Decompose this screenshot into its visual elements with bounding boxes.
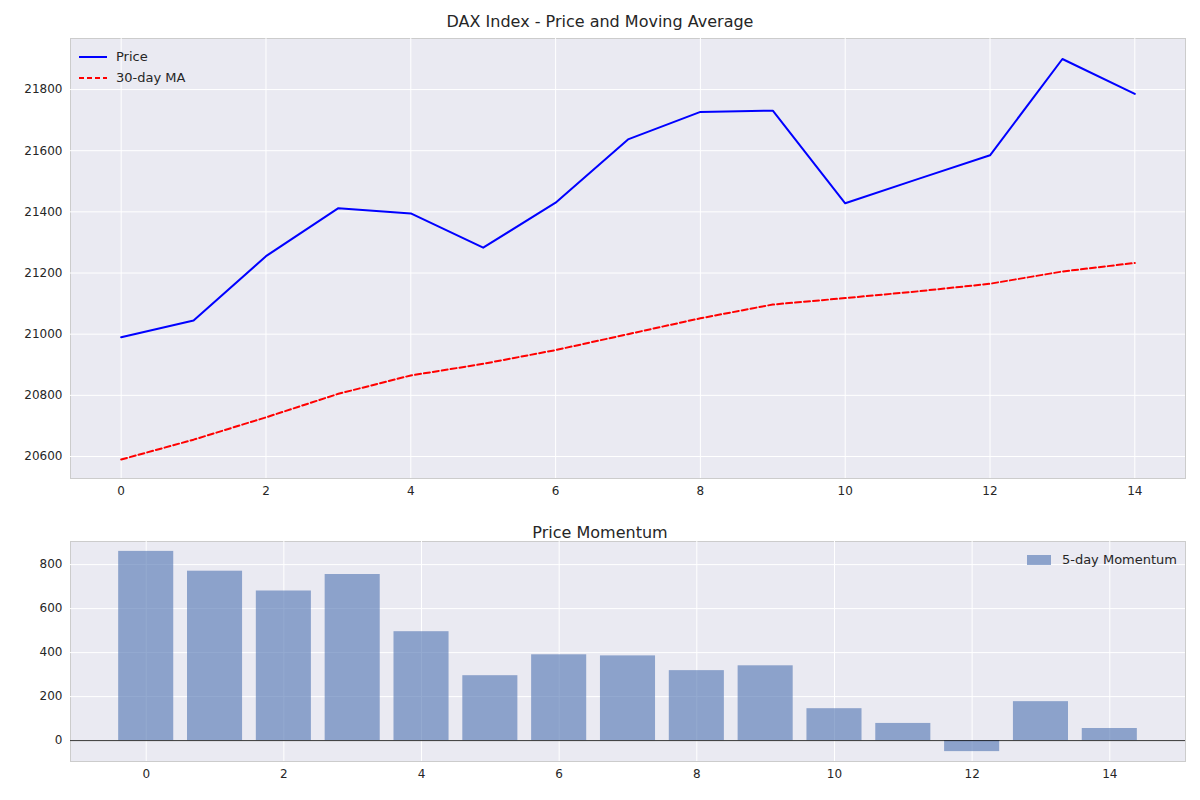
svg-text:14: 14 xyxy=(1127,484,1142,498)
svg-text:21200: 21200 xyxy=(24,266,62,280)
svg-text:4: 4 xyxy=(407,484,415,498)
svg-text:6: 6 xyxy=(552,484,560,498)
html-text:30-day MA: 30-day MA xyxy=(116,70,186,85)
svg-text:4: 4 xyxy=(418,767,426,781)
svg-text:0: 0 xyxy=(142,767,150,781)
svg-text:2: 2 xyxy=(280,767,288,781)
svg-text:20600: 20600 xyxy=(24,449,62,463)
svg-text:8: 8 xyxy=(693,767,701,781)
svg-text:400: 400 xyxy=(40,645,63,659)
svg-text:12: 12 xyxy=(982,484,997,498)
svg-text:2: 2 xyxy=(262,484,270,498)
html-text:Price Momentum: Price Momentum xyxy=(532,523,668,542)
html-text:DAX Index - Price and Moving A: DAX Index - Price and Moving Average xyxy=(446,12,754,31)
svg-text:0: 0 xyxy=(117,484,125,498)
svg-text:10: 10 xyxy=(838,484,853,498)
html-text:5-day Momentum: 5-day Momentum xyxy=(1061,552,1177,567)
svg-text:21600: 21600 xyxy=(24,144,62,158)
svg-text:14: 14 xyxy=(1102,767,1117,781)
svg-text:6: 6 xyxy=(555,767,563,781)
svg-text:12: 12 xyxy=(964,767,979,781)
svg-text:8: 8 xyxy=(697,484,705,498)
svg-text:600: 600 xyxy=(40,601,63,615)
svg-text:200: 200 xyxy=(40,689,63,703)
svg-text:21800: 21800 xyxy=(24,82,62,96)
html-text:Price: Price xyxy=(116,49,148,64)
svg-text:800: 800 xyxy=(40,557,63,571)
svg-text:10: 10 xyxy=(827,767,842,781)
svg-text:20800: 20800 xyxy=(24,388,62,402)
svg-text:21000: 21000 xyxy=(24,327,62,341)
svg-text:21400: 21400 xyxy=(24,205,62,219)
svg-text:0: 0 xyxy=(55,733,63,747)
